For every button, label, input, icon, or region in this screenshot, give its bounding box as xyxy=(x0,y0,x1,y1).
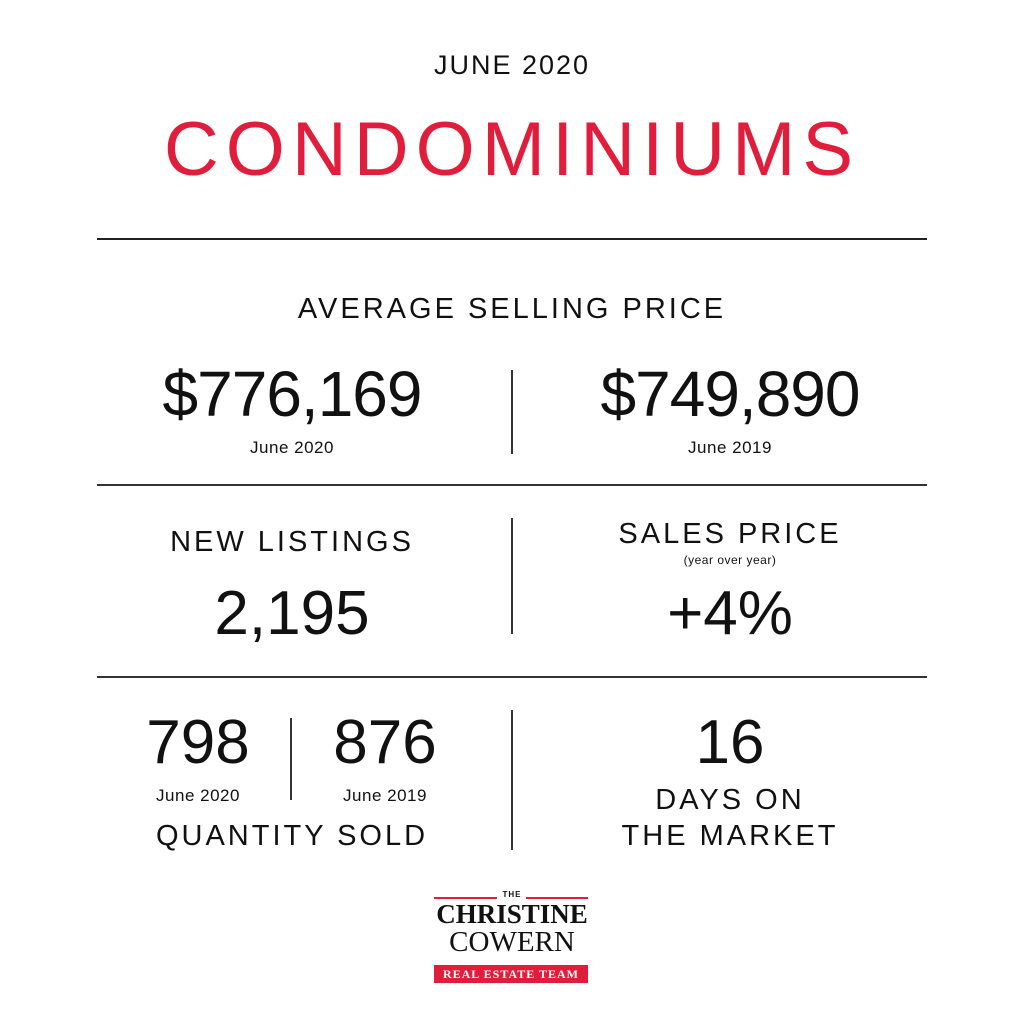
section-divider-2 xyxy=(97,676,927,678)
page-title: CONDOMINIUMS xyxy=(163,107,861,192)
new-listings-label: NEW LISTINGS xyxy=(170,526,414,558)
sales-price-sublabel: (year over year) xyxy=(683,553,777,567)
listings-divider xyxy=(511,518,513,634)
logo-cowern-text: COWERN xyxy=(449,926,575,958)
bottom-section-divider xyxy=(511,710,513,850)
new-listings-value: 2,195 xyxy=(214,579,370,648)
average-price-current-period: June 2020 xyxy=(250,438,334,457)
quantity-sold-label: QUANTITY SOLD xyxy=(155,820,429,852)
logo-banner: REAL ESTATE TEAM xyxy=(434,965,588,983)
sales-price-change-value: +4% xyxy=(667,579,793,648)
days-on-market-label-line1: DAYS ON xyxy=(655,784,805,816)
average-price-divider xyxy=(511,370,513,454)
quantity-sold-current-value: 798 xyxy=(146,708,250,777)
quantity-sold-current-period: June 2020 xyxy=(156,786,240,805)
average-price-previous-value: $749,890 xyxy=(600,358,861,430)
average-price-previous-period: June 2019 xyxy=(688,438,772,457)
logo-christine-text: CHRISTINE xyxy=(436,899,588,929)
header-divider xyxy=(97,238,927,240)
logo-the-text: THE xyxy=(502,890,522,899)
days-on-market-value: 16 xyxy=(695,708,765,777)
quantity-sold-previous-value: 876 xyxy=(333,708,437,777)
sales-price-label: SALES PRICE xyxy=(618,518,842,550)
section-divider-1 xyxy=(97,484,927,486)
logo-right-rule xyxy=(526,897,588,899)
quantity-sold-previous-period: June 2019 xyxy=(343,786,427,805)
quantity-sold-divider xyxy=(290,718,292,800)
average-selling-price-label: AVERAGE SELLING PRICE xyxy=(297,293,727,325)
average-price-current-value: $776,169 xyxy=(162,358,423,430)
logo-left-rule xyxy=(434,897,497,899)
days-on-market-label-line2: THE MARKET xyxy=(621,820,839,852)
report-month: JUNE 2020 xyxy=(433,50,591,80)
